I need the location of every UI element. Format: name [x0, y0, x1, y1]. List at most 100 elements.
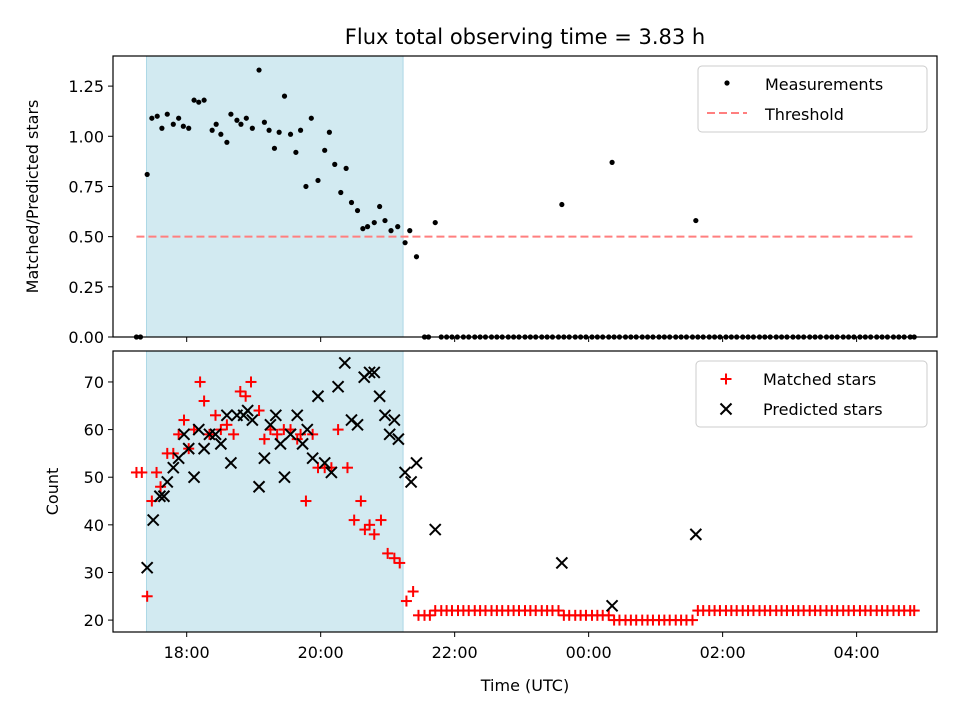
- top-y-tick-label: 0.25: [68, 278, 104, 297]
- matched-star-point: [382, 547, 394, 559]
- matched-star-point: [228, 428, 240, 440]
- predicted-star-point: [264, 418, 277, 432]
- predicted-star-point: [182, 442, 195, 455]
- predicted-star-point: [269, 409, 282, 422]
- predicted-star-point: [157, 490, 171, 503]
- bottom-panel: 20 30 40 50 60 70 18:00 20:00 22:00 00:00 02:00 04…: [43, 350, 938, 695]
- legend-box: [697, 65, 928, 133]
- predicted-star-point: [209, 428, 222, 441]
- predicted-star-point: [338, 356, 351, 370]
- measurement-point: [348, 199, 355, 206]
- predicted-star-point: [392, 432, 405, 446]
- measurement-point: [609, 159, 615, 165]
- legend-box: [695, 360, 928, 428]
- measurement-point: [377, 203, 383, 210]
- matched-star-point: [234, 385, 246, 397]
- top-observing-window: [145, 55, 404, 338]
- bottom-y-axis-label: Count: [43, 468, 62, 516]
- bottom-legend: Matched stars Predicted stars: [695, 360, 928, 428]
- legend-measurement-marker: [724, 80, 730, 86]
- bottom-y-tick-label: 50: [84, 468, 104, 487]
- predicted-star-point: [363, 366, 376, 379]
- predicted-star-point: [318, 456, 331, 470]
- x-tick-label: 20:00: [298, 643, 344, 662]
- measurement-point: [287, 131, 294, 137]
- measurement-point: [276, 129, 282, 135]
- bottom-y-tick-label: 20: [84, 611, 104, 630]
- predicted-star-point: [167, 461, 180, 474]
- top-y-tick-label: 0.75: [68, 177, 104, 196]
- measurement-point: [297, 127, 304, 133]
- matched-star-point: [364, 519, 376, 531]
- bottom-y-tick-label: 60: [84, 421, 104, 440]
- predicted-star-point: [140, 561, 154, 574]
- bottom-axes-frame: [112, 350, 938, 633]
- predicted-star-point: [410, 456, 423, 470]
- bottom-y-tick-label: 30: [84, 563, 104, 582]
- matched-star-point: [221, 419, 233, 431]
- predicted-star-point: [429, 523, 442, 536]
- legend-matched-marker: [720, 373, 732, 385]
- predicted-star-point: [296, 437, 309, 451]
- bottom-observing-window: [145, 350, 404, 633]
- matched-star-point: [194, 376, 206, 388]
- predicted-star-point: [331, 380, 345, 393]
- measurement-point: [238, 121, 244, 127]
- predicted-star-point: [224, 456, 238, 470]
- predicted-star-point: [187, 471, 201, 484]
- predicted-star-point: [153, 490, 167, 503]
- matched-star-point: [552, 605, 564, 617]
- predicted-star-point: [404, 475, 418, 489]
- measurement-point: [256, 67, 262, 73]
- measurement-point: [159, 125, 165, 131]
- predicted-star-point: [241, 404, 254, 417]
- predicted-star-point: [192, 423, 205, 436]
- matched-star-point: [253, 405, 265, 417]
- chart-title: Flux total observing time = 3.83 h: [345, 25, 705, 49]
- predicted-star-point: [351, 418, 364, 432]
- predicted-star-point: [378, 409, 392, 422]
- matched-star-point: [136, 466, 148, 478]
- predicted-star-point: [689, 528, 703, 541]
- measurement-point: [308, 115, 314, 121]
- measurement-point: [413, 254, 420, 260]
- legend-label: Threshold: [764, 105, 844, 124]
- top-y-tick-label: 0.00: [68, 328, 104, 347]
- measurement-point: [170, 121, 176, 127]
- matched-star-point: [603, 609, 615, 621]
- matched-star-point: [424, 609, 436, 621]
- measurement-point: [364, 224, 371, 230]
- top-y-tick-label: 0.50: [68, 228, 104, 247]
- top-y-tick-label: 1.25: [68, 77, 104, 96]
- measurement-point: [224, 139, 230, 145]
- matched-star-point: [155, 481, 167, 493]
- x-axis-label: Time (UTC): [480, 676, 569, 695]
- measurement-point: [144, 171, 150, 178]
- predicted-star-point: [306, 451, 319, 465]
- measurement-point: [402, 240, 408, 246]
- matched-star-point: [686, 614, 698, 626]
- measurement-point: [261, 119, 268, 125]
- legend-label: Matched stars: [763, 370, 876, 389]
- predicted-star-point: [214, 437, 228, 451]
- measurement-point: [407, 228, 413, 234]
- measurement-point: [388, 228, 394, 234]
- measurement-point: [180, 123, 186, 129]
- legend-predicted-marker: [719, 402, 733, 416]
- predicted-star-point: [252, 480, 266, 493]
- matched-star-point: [368, 528, 380, 540]
- measurement-point: [432, 219, 438, 226]
- x-tick-label: 22:00: [432, 643, 478, 662]
- measurement-point: [149, 115, 155, 121]
- matched-star-point: [375, 514, 387, 526]
- top-y-tick-label: 1.00: [68, 127, 104, 146]
- predicted-star-point: [605, 599, 619, 613]
- predicted-star-point: [220, 409, 234, 422]
- measurement-point: [234, 117, 240, 123]
- matched-star-point: [198, 395, 210, 407]
- matched-star-point: [295, 428, 307, 440]
- predicted-star-point: [383, 428, 396, 441]
- predicted-star-point: [398, 466, 412, 479]
